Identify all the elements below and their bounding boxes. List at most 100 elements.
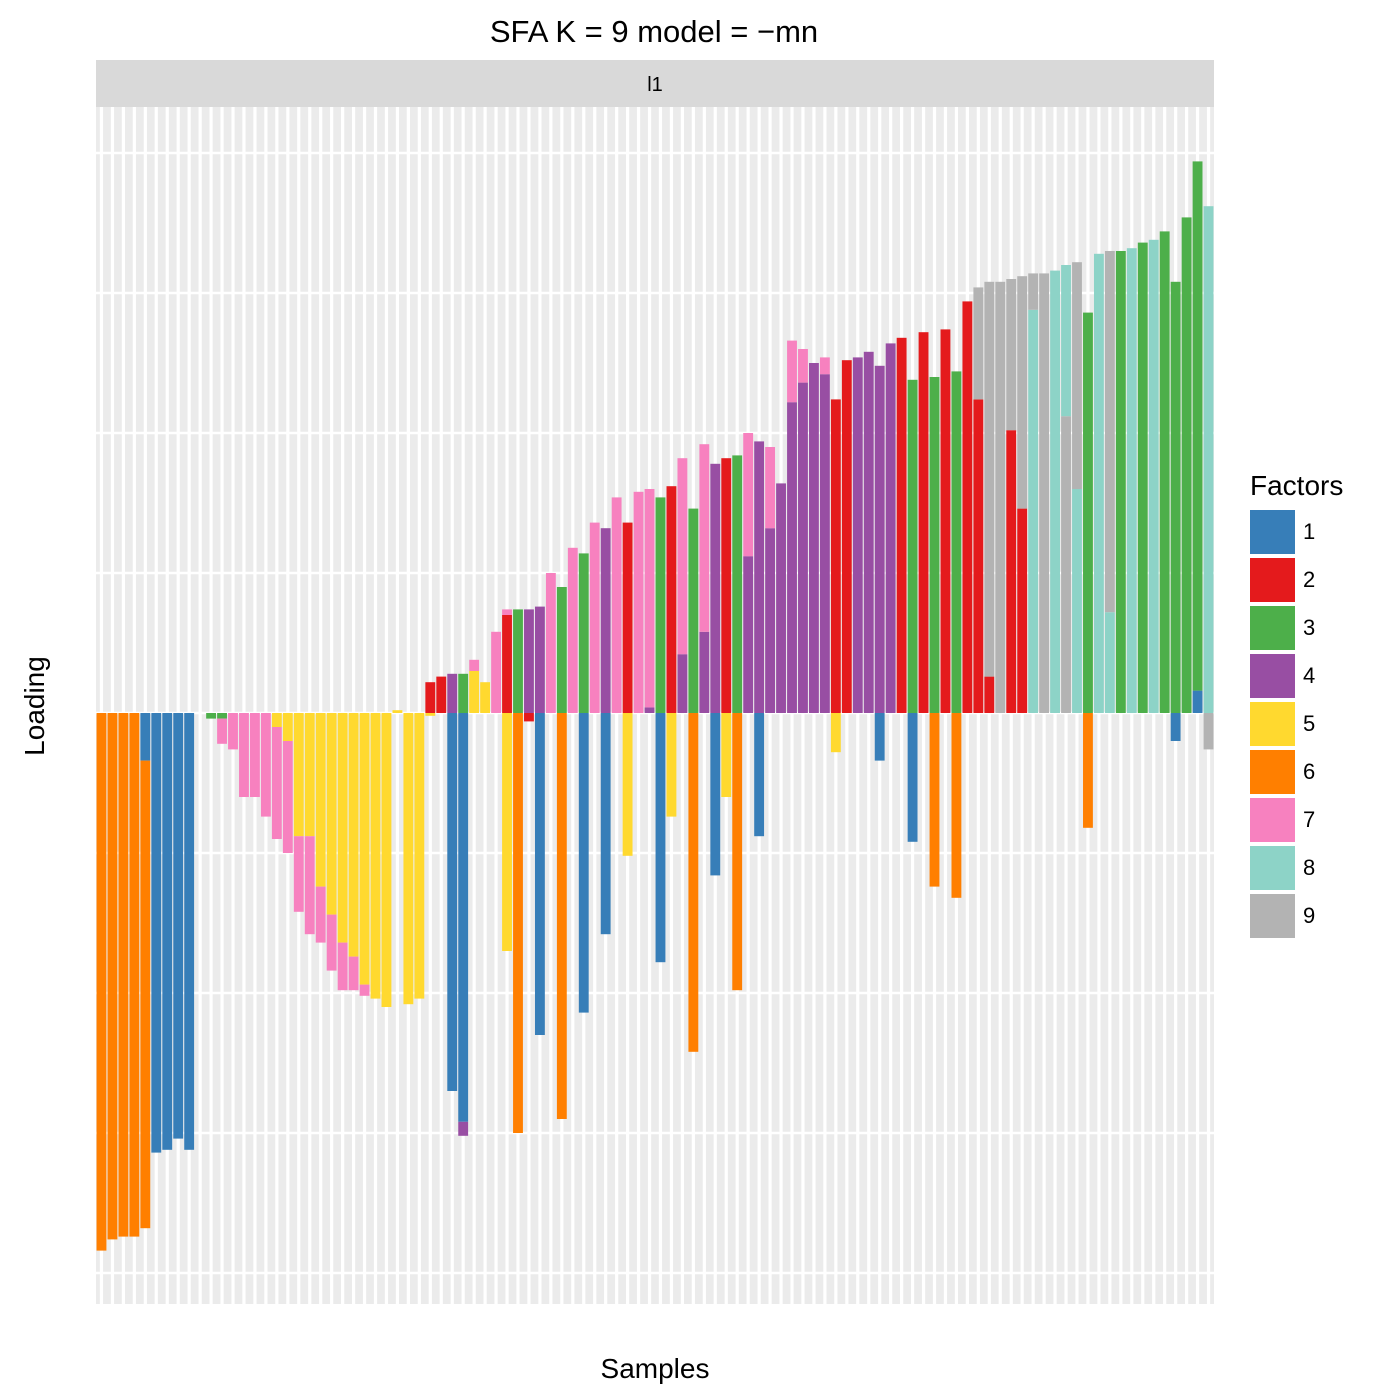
- bar-segment-factor-4: [819, 374, 830, 713]
- bar-segment-factor-1: [710, 713, 721, 876]
- bar-segment-factor-1: [184, 713, 195, 1150]
- bar-segment-factor-5: [622, 713, 633, 856]
- bar-segment-factor-5: [392, 710, 403, 713]
- bar-segment-factor-9: [995, 281, 1006, 713]
- bar-segment-factor-3: [688, 508, 699, 713]
- bar-segment-factor-8: [1104, 612, 1115, 713]
- bar-segment-factor-8: [1050, 270, 1060, 713]
- bar-segment-factor-3: [1159, 231, 1170, 713]
- bar-segment-factor-7: [315, 886, 326, 943]
- bar-segment-factor-8: [1148, 239, 1159, 714]
- bar-segment-factor-4: [447, 673, 458, 713]
- bar-segment-factor-7: [282, 741, 293, 853]
- bar-segment-factor-4: [885, 343, 896, 713]
- bar-segment-factor-5: [337, 713, 348, 943]
- bar-segment-factor-1: [534, 713, 545, 1035]
- legend-label-2: 2: [1303, 567, 1315, 592]
- bar-segment-factor-9: [1104, 251, 1115, 613]
- bar-segment-factor-2: [502, 615, 512, 713]
- bar-segment-factor-8: [1061, 265, 1071, 417]
- bar-segment-factor-2: [841, 360, 852, 713]
- bar-segment-factor-5: [271, 713, 282, 727]
- bar-segment-factor-2: [896, 337, 907, 713]
- bar-segment-factor-6: [732, 713, 743, 991]
- legend-label-1: 1: [1303, 519, 1315, 544]
- y-gridlines: [96, 151, 1214, 1275]
- bar-segment-factor-4: [524, 609, 534, 713]
- bar-segment-factor-3: [951, 371, 962, 713]
- bar-segment-factor-3: [578, 553, 589, 713]
- bar-segment-factor-2: [436, 676, 447, 713]
- bar-segment-factor-8: [1072, 489, 1082, 713]
- bar-segment-factor-7: [217, 718, 227, 744]
- bar-segment-factor-9: [1203, 713, 1214, 750]
- bar-segment-factor-3: [206, 713, 217, 719]
- bar-segment-factor-4: [765, 528, 776, 713]
- bar-segment-factor-3: [556, 587, 567, 713]
- bar-segment-factor-2: [721, 458, 732, 713]
- bar-segment-factor-1: [1192, 690, 1203, 713]
- legend-title: Factors: [1250, 470, 1343, 501]
- bar-segment-factor-2: [524, 713, 534, 722]
- bar-segment-factor-4: [874, 365, 885, 713]
- bar-segment-factor-7: [239, 713, 249, 797]
- bar-segment-factor-1: [655, 713, 666, 963]
- bar-segment-factor-7: [589, 522, 600, 713]
- bar-segment-factor-6: [951, 713, 962, 898]
- bar-segment-factor-4: [787, 402, 797, 713]
- bar-segment-factor-3: [929, 377, 940, 713]
- bar-segment-factor-1: [754, 713, 765, 837]
- bar-segment-factor-2: [973, 399, 984, 713]
- bar-segment-factor-6: [556, 713, 567, 1119]
- bar-segment-factor-5: [381, 713, 392, 1007]
- bar-segment-factor-4: [534, 606, 545, 713]
- bar-segment-factor-1: [1170, 713, 1181, 741]
- bar-segment-factor-5: [370, 713, 381, 999]
- bar-segment-factor-1: [447, 713, 458, 1091]
- bar-segment-factor-1: [578, 713, 589, 1013]
- bar-segment-factor-3: [513, 609, 523, 713]
- bar-segment-factor-4: [600, 528, 611, 713]
- bar-segment-factor-5: [830, 713, 841, 753]
- bar-segment-factor-5: [403, 713, 414, 1005]
- legend-swatch-3: [1250, 606, 1295, 650]
- bar-segment-factor-2: [622, 522, 633, 713]
- bar-segment-factor-7: [250, 713, 260, 797]
- bar-segment-factor-6: [107, 713, 118, 1240]
- bar-segment-factor-7: [359, 984, 370, 996]
- bar-segment-factor-3: [1181, 217, 1192, 713]
- bar-segment-factor-5: [359, 713, 370, 985]
- bar-segment-factor-1: [874, 713, 885, 761]
- bar-segment-factor-9: [1017, 276, 1028, 509]
- bar-segment-factor-6: [1083, 713, 1093, 828]
- bar-segment-factor-3: [1115, 251, 1126, 713]
- bar-segment-factor-8: [1093, 253, 1104, 714]
- bar-segment-factor-5: [721, 713, 732, 797]
- bar-segment-factor-3: [1083, 312, 1093, 713]
- bar-segment-factor-1: [140, 713, 151, 761]
- bar-segment-factor-7: [611, 497, 622, 713]
- facet-strip: [96, 60, 1214, 107]
- legend-swatch-9: [1250, 894, 1295, 938]
- bar-segment-factor-8: [1028, 309, 1039, 713]
- bars-layer: [96, 161, 1214, 1251]
- bar-segment-factor-1: [600, 713, 611, 935]
- bar-segment-factor-2: [666, 486, 677, 713]
- bar-segment-factor-8: [1126, 248, 1137, 713]
- bar-segment-factor-4: [852, 357, 863, 713]
- legend-keys: 1 2 3 4 5 6 7 8 9: [1250, 510, 1315, 938]
- bar-segment-factor-6: [929, 713, 940, 887]
- bar-segment-factor-5: [414, 713, 425, 999]
- legend-label-4: 4: [1303, 663, 1315, 688]
- bar-segment-factor-7: [819, 357, 830, 375]
- bar-segment-factor-6: [140, 760, 151, 1229]
- bar-segment-factor-7: [699, 444, 710, 632]
- x-axis-label: Samples: [601, 1353, 710, 1384]
- bar-segment-factor-3: [655, 497, 666, 713]
- bar-segment-factor-4: [458, 1121, 469, 1136]
- legend-swatch-2: [1250, 558, 1295, 602]
- bar-segment-factor-5: [282, 713, 293, 741]
- bar-segment-factor-6: [118, 713, 129, 1237]
- bar-segment-factor-8: [1203, 206, 1214, 713]
- bar-segment-factor-2: [962, 301, 973, 713]
